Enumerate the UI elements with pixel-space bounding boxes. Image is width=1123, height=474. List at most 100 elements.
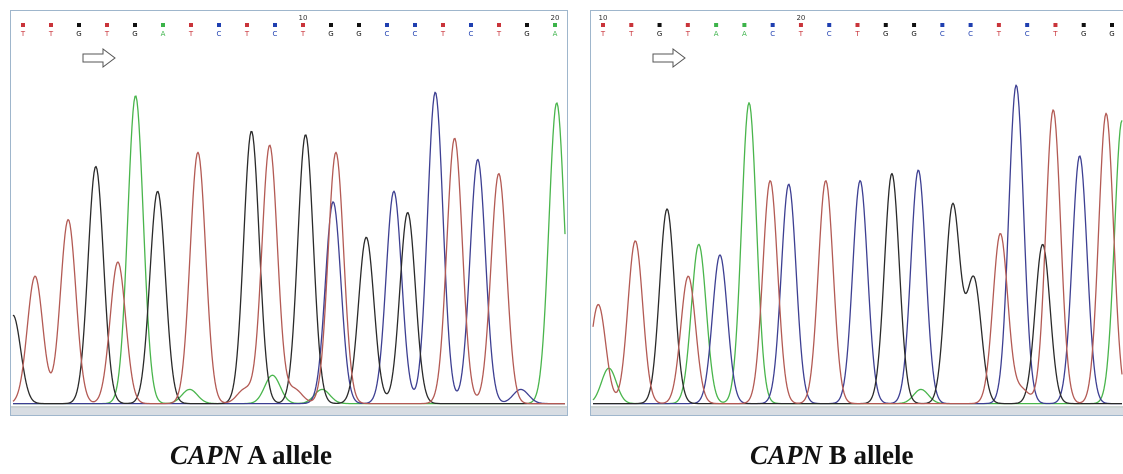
base-call-dot (968, 23, 973, 27)
base-call-letter: A (742, 30, 747, 38)
base-call-dot (105, 23, 109, 27)
base-call-letter: T (300, 30, 306, 38)
base-call-dot (601, 23, 605, 27)
base-call-dot (525, 23, 529, 27)
base-call-letter: G (76, 30, 81, 38)
base-call-letter: T (1052, 30, 1058, 38)
trace-c (13, 91, 565, 405)
caption-a-allele: A allele (247, 440, 333, 470)
base-call-dot (553, 23, 557, 27)
base-call-dot (189, 23, 193, 27)
caption-a: CAPN A allele (170, 440, 332, 471)
base-call-dot (770, 23, 775, 27)
base-call-letter: T (798, 30, 804, 38)
chromatogram-a: T T G T G A T C T C T G G C C T C T G A 10 20 (11, 14, 567, 415)
base-call-letter: T (496, 30, 502, 38)
caption-b-allele: B allele (828, 440, 914, 470)
right-arrow-icon (652, 48, 686, 68)
base-call-dot (629, 23, 634, 27)
caption-b: CAPN B allele (750, 440, 914, 471)
base-call-dot (357, 23, 361, 27)
base-call-dot (940, 23, 945, 27)
base-call-letter: G (657, 30, 662, 38)
base-call-letter: A (714, 30, 719, 38)
trace-t (592, 109, 1123, 405)
base-call-dot (133, 23, 137, 27)
base-call-letter: C (770, 30, 775, 38)
chromatogram-panel-a: T T G T G A T C T C T G G C C T C T G A 10 20 (10, 10, 568, 416)
base-call-letter: G (524, 30, 529, 38)
position-label: 10 (599, 14, 608, 22)
caption-b-gene: CAPN (750, 440, 823, 470)
base-call-dot (742, 23, 747, 27)
base-call-letter: T (188, 30, 194, 38)
base-call-dot (385, 23, 389, 27)
base-call-dot (883, 23, 888, 27)
caption-a-gene: CAPN (170, 440, 243, 470)
base-call-dot (657, 23, 662, 27)
base-call-letter: T (48, 30, 54, 38)
base-call-dot (273, 23, 277, 27)
position-label: 20 (551, 14, 560, 22)
base-call-letter: A (553, 30, 558, 38)
base-call-letter: C (217, 30, 222, 38)
base-call-dot (469, 23, 473, 27)
base-call-letter: G (328, 30, 333, 38)
base-call-letter: C (413, 30, 418, 38)
base-call-dot (855, 23, 860, 27)
base-call-letter: C (968, 30, 973, 38)
base-call-dot (827, 23, 832, 27)
trace-g (12, 130, 565, 405)
position-label: 10 (299, 14, 308, 22)
base-call-letter: C (827, 30, 832, 38)
base-call-letter: G (356, 30, 361, 38)
base-call-dot (49, 23, 53, 27)
base-call-letter: C (385, 30, 390, 38)
base-call-letter: T (600, 30, 606, 38)
chromatogram-panel-b: T T G T A A C T C T G G C C T C T G G 10 20 (590, 10, 1123, 416)
base-call-letter: C (469, 30, 474, 38)
base-call-letter: C (1025, 30, 1030, 38)
base-call-letter: T (685, 30, 691, 38)
base-call-dot (245, 23, 249, 27)
base-call-dot (798, 23, 803, 27)
base-call-letter: T (628, 30, 634, 38)
trace-t (12, 137, 565, 405)
base-call-letter: T (20, 30, 26, 38)
base-call-dot (217, 23, 221, 27)
base-call-dot (1110, 23, 1114, 27)
base-call-dot (413, 23, 417, 27)
base-call-dot (161, 23, 165, 27)
base-call-dot (77, 23, 81, 27)
base-call-letter: A (161, 30, 166, 38)
base-call-dot (714, 23, 719, 27)
trace-a (13, 95, 566, 405)
base-call-dot (996, 23, 1001, 27)
base-call-letter: T (104, 30, 110, 38)
base-call-dot (497, 23, 501, 27)
scrollbar-track (591, 408, 1123, 415)
base-call-letter: T (854, 30, 860, 38)
scrollbar-track (11, 408, 567, 415)
base-call-letter: G (1109, 30, 1114, 38)
trace-c (593, 84, 1122, 405)
base-call-dot (441, 23, 445, 27)
base-call-letter: T (440, 30, 446, 38)
base-call-dot (301, 23, 305, 27)
base-call-letter: C (273, 30, 278, 38)
base-call-dot (1025, 23, 1030, 27)
base-call-letter: G (1081, 30, 1086, 38)
base-call-letter: G (911, 30, 916, 38)
base-call-dot (1053, 23, 1058, 27)
base-call-dot (685, 23, 690, 27)
base-call-letter: G (883, 30, 888, 38)
base-call-letter: T (244, 30, 250, 38)
base-call-dot (912, 23, 917, 27)
chromatogram-b: T T G T A A C T C T G G C C T C T G G 10 20 (591, 14, 1123, 415)
position-label: 20 (796, 14, 805, 22)
base-call-dot (1081, 23, 1086, 27)
right-arrow-icon (82, 48, 116, 68)
base-call-letter: C (940, 30, 945, 38)
base-call-dot (21, 23, 25, 27)
base-call-letter: G (132, 30, 137, 38)
